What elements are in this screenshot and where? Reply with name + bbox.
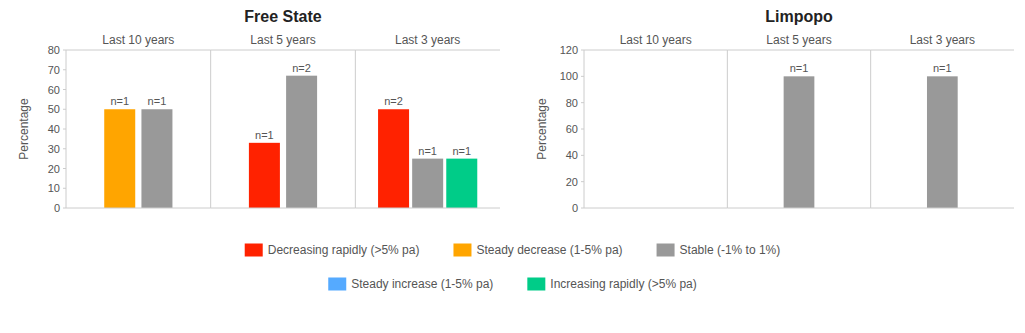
top-border	[871, 50, 1014, 51]
n-label: n=2	[384, 95, 403, 107]
top-border	[355, 50, 500, 51]
chart-group: Free State Percentage 0 10 20 30 40 50 60 70 80 n=1…	[17, 8, 500, 214]
legend-label: Increasing rapidly (>5% pa)	[550, 277, 696, 291]
legend-swatch	[657, 244, 675, 257]
bars	[104, 76, 477, 208]
bar	[378, 109, 409, 208]
y-tick-label: 20	[48, 163, 60, 175]
top-border	[727, 50, 870, 51]
top-border	[211, 50, 356, 51]
bar	[412, 159, 443, 208]
chart-title: Limpopo	[765, 8, 833, 25]
legend-swatch	[453, 244, 471, 257]
legend-swatch	[527, 278, 545, 291]
bar	[104, 109, 135, 208]
bar-labels: n=1 n=1 n=1 n=2 n=2 n=1 n=1	[110, 62, 471, 157]
n-label: n=1	[110, 95, 129, 107]
period-label: Last 5 years	[766, 33, 831, 47]
y-tick-label: 100	[560, 70, 578, 82]
bar	[784, 76, 815, 208]
n-label: n=2	[292, 62, 311, 74]
legend-row: Steady increase (1-5% pa) Increasing rapi…	[328, 277, 697, 291]
top-border	[66, 50, 211, 51]
y-tick-label: 120	[560, 44, 578, 56]
n-label: n=1	[452, 145, 471, 157]
legend-swatch	[245, 244, 263, 257]
period-label: Last 3 years	[395, 33, 460, 47]
n-label: n=1	[790, 62, 809, 74]
y-tick-label: 20	[566, 176, 578, 188]
legend-swatch	[328, 278, 346, 291]
n-label: n=1	[418, 145, 437, 157]
bar	[446, 159, 477, 208]
period-label: Last 3 years	[910, 33, 975, 47]
legend-label: Steady increase (1-5% pa)	[351, 277, 493, 291]
panel-divider	[355, 50, 356, 208]
baseline	[727, 208, 870, 209]
panel-divider	[727, 50, 728, 208]
legend-label: Stable (-1% to 1%)	[680, 243, 781, 257]
chart-group: Limpopo Percentage 0 20 40 60 80 100 120 n=1 n=1 La…	[535, 8, 1014, 214]
chart-title: Free State	[244, 8, 321, 25]
chart-root: Free State Percentage 0 10 20 30 40 50 60 70 80 n=1…	[0, 0, 1025, 333]
legend: Decreasing rapidly (>5% pa) Steady decrea…	[245, 243, 781, 291]
y-tick-label: 50	[48, 103, 60, 115]
y-tick-label: 40	[566, 149, 578, 161]
n-label: n=1	[933, 62, 952, 74]
baseline	[211, 208, 356, 209]
panel-divider	[66, 50, 67, 208]
top-border	[584, 50, 727, 51]
n-label: n=1	[148, 95, 167, 107]
y-tick-label: 80	[48, 44, 60, 56]
panel-divider	[870, 50, 871, 208]
bar	[286, 76, 317, 208]
baseline	[66, 208, 211, 209]
baseline	[355, 208, 500, 209]
y-tick-label: 30	[48, 143, 60, 155]
y-tick-label: 40	[48, 123, 60, 135]
bar	[249, 143, 280, 208]
panel-divider	[210, 50, 211, 208]
legend-label: Decreasing rapidly (>5% pa)	[268, 243, 420, 257]
legend-label: Steady decrease (1-5% pa)	[476, 243, 622, 257]
panel-divider	[584, 50, 585, 208]
y-axis-label: Percentage	[535, 98, 549, 160]
y-tick-label: 0	[54, 202, 60, 214]
y-tick-label: 60	[48, 84, 60, 96]
y-tick-label: 60	[566, 123, 578, 135]
y-tick-label: 10	[48, 182, 60, 194]
bar	[927, 76, 958, 208]
period-label: Last 5 years	[250, 33, 315, 47]
period-label: Last 10 years	[620, 33, 692, 47]
page: {"chart_data": [ {"type": "bar", "title"…	[0, 0, 1025, 333]
y-tick-label: 70	[48, 64, 60, 76]
y-axis-label: Percentage	[17, 98, 31, 160]
n-label: n=1	[255, 129, 274, 141]
y-tick-label: 0	[572, 202, 578, 214]
baseline	[584, 208, 727, 209]
legend-row: Decreasing rapidly (>5% pa) Steady decrea…	[245, 243, 781, 257]
bar	[141, 109, 172, 208]
period-label: Last 10 years	[102, 33, 174, 47]
baseline	[871, 208, 1014, 209]
y-tick-label: 80	[566, 97, 578, 109]
